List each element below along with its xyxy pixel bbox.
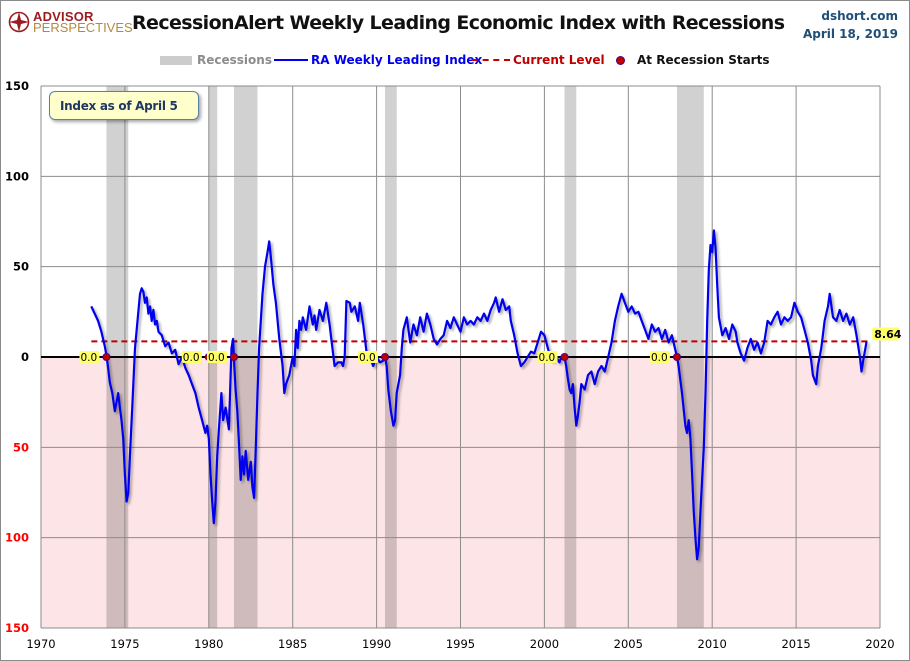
y-tick-label: 50 (13, 260, 29, 274)
x-tick-label: 1975 (110, 637, 139, 651)
legend-label: Current Level (513, 53, 605, 67)
y-tick-label: 50 (13, 440, 29, 454)
y-tick-label: 150 (5, 621, 29, 635)
series-line-ra-weekly-leading-index (90, 229, 868, 561)
x-tick-label: 1985 (278, 637, 307, 651)
recession-start-label-bg (206, 351, 227, 363)
legend-label: RA Weekly Leading Index (311, 53, 483, 67)
legend-label: At Recession Starts (637, 53, 770, 67)
y-tick-label: 0 (21, 350, 29, 364)
legend-item-recessions: Recessions (160, 52, 272, 68)
x-tick-label: 2015 (781, 637, 810, 651)
source-block: dshort.com April 18, 2019 (803, 7, 898, 43)
recession-start-label-bg (181, 351, 202, 363)
series-lines (90, 229, 868, 561)
recession-start-label: 0.0 (539, 352, 556, 364)
tick-labels: 8.64 1970 1975 1980 1985 1990 1995 2000 2005 2010… (5, 79, 902, 651)
index-date-callout: Index as of April 5 (49, 91, 199, 120)
recession-start-label: 0.0 (208, 352, 225, 364)
y-tick-label: 100 (5, 531, 29, 545)
x-tick-label: 2010 (698, 637, 727, 651)
recession-start-label-bg (649, 351, 670, 363)
x-tick-label: 1970 (26, 637, 55, 651)
y-tick-label: 100 (5, 169, 29, 183)
x-tick-label: 2000 (530, 637, 559, 651)
chart-title: RecessionAlert Weekly Leading Economic I… (132, 12, 785, 34)
legend-swatch-recession-starts (616, 55, 625, 65)
source-site: dshort.com (821, 9, 898, 23)
legend-swatch-index (274, 59, 308, 61)
recession-start-dot (560, 353, 569, 361)
x-tick-label: 2020 (865, 637, 894, 651)
recession-start-markers: 0.0 0.0 0.0 0.0 0.0 0.0 (79, 351, 681, 364)
recession-start-dot (229, 353, 238, 361)
recession-start-dot (380, 353, 389, 361)
recession-start-label-bg (79, 351, 100, 363)
legend-item-current-level: Current Level (472, 52, 605, 68)
logo-line1: ADVISOR (33, 9, 94, 24)
current-level-label: 8.64 (874, 328, 901, 341)
recession-start-dot (672, 353, 681, 361)
legend-swatch-current-level (472, 59, 510, 61)
legend-item-index: RA Weekly Leading Index (274, 52, 482, 68)
recession-start-dot (102, 353, 111, 361)
legend-item-recession-starts: At Recession Starts (610, 52, 769, 68)
current-level-label-bg (872, 327, 900, 341)
recession-start-label: 0.0 (183, 352, 200, 364)
x-tick-label: 1990 (362, 637, 391, 651)
publish-date: April 18, 2019 (802, 27, 898, 41)
recession-start-label: 0.0 (80, 352, 97, 364)
compass-icon (8, 11, 30, 33)
x-tick-label: 1995 (446, 637, 475, 651)
recession-start-label: 0.0 (651, 352, 668, 364)
legend-swatch-recessions (160, 55, 192, 65)
logo-line2: PERSPECTIVES (33, 20, 133, 35)
recession-start-label: 0.0 (359, 352, 376, 364)
x-tick-label: 2005 (614, 637, 643, 651)
y-tick-label: 150 (5, 79, 29, 93)
x-tick-label: 1980 (194, 637, 223, 651)
legend-label: Recessions (197, 53, 272, 67)
recession-start-label-bg (357, 351, 378, 363)
recession-start-label-bg (537, 351, 558, 363)
